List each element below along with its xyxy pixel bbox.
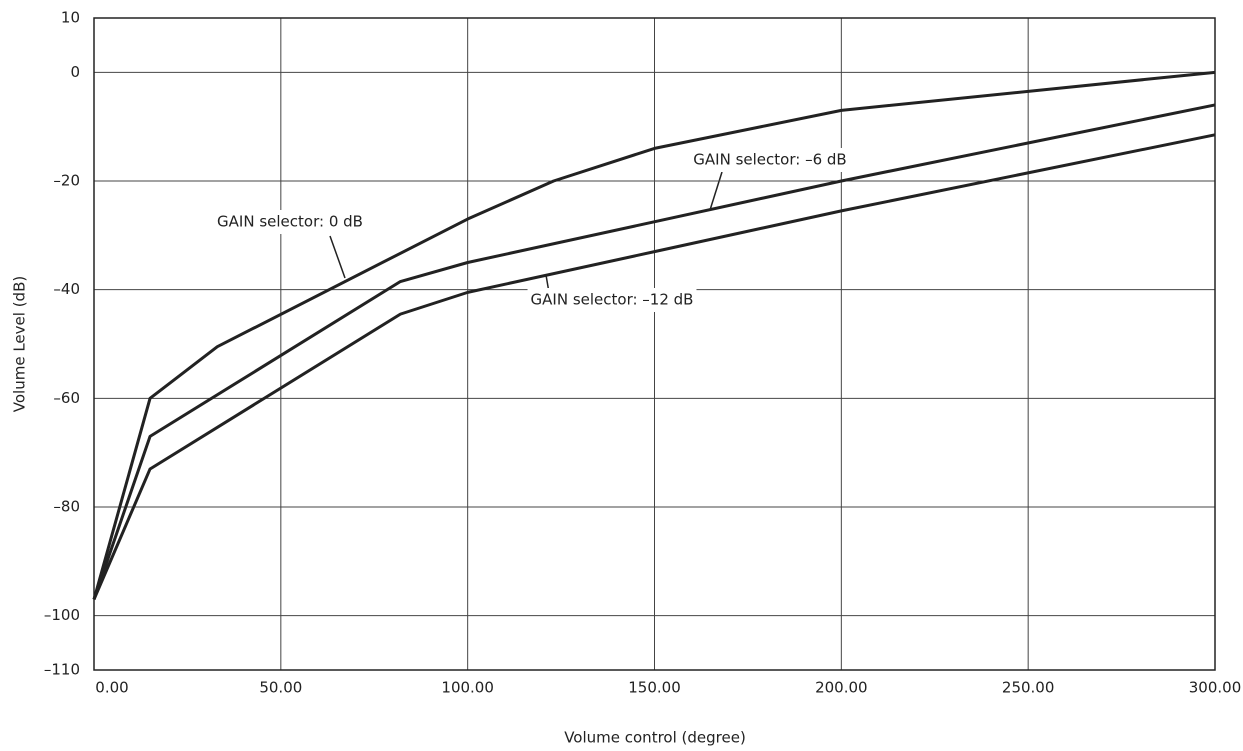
leader-line: [709, 171, 723, 211]
series-line: [92, 133, 1216, 600]
y-axis-label: Volume Level (dB): [11, 276, 29, 412]
series-label: GAIN selector: –12 dB: [531, 291, 694, 309]
x-tick-label: 200.00: [815, 679, 868, 697]
series-label: GAIN selector: –6 dB: [693, 151, 846, 169]
y-tick-label: 10: [61, 9, 80, 27]
y-tick-label: –110: [44, 661, 80, 679]
x-tick-label: 150.00: [628, 679, 681, 697]
y-tick-label: –20: [53, 172, 80, 190]
x-tick-label: 250.00: [1002, 679, 1055, 697]
plot-frame: [93, 17, 1216, 671]
x-tick-label: 100.00: [441, 679, 494, 697]
y-tick-label: 0: [70, 63, 80, 81]
leader-line: [329, 235, 346, 279]
label-background: [690, 148, 850, 172]
y-tick-label: –80: [53, 498, 80, 516]
label-background: [527, 288, 697, 312]
series-label: GAIN selector: 0 dB: [217, 213, 363, 231]
y-tick-label: –40: [53, 280, 80, 298]
x-tick-label: 50.00: [259, 679, 302, 697]
label-background: [214, 210, 366, 234]
x-axis-label: Volume control (degree): [564, 729, 746, 747]
y-tick-label: –100: [44, 606, 80, 624]
y-tick-label: –60: [53, 389, 80, 407]
x-tick-label: 0.00: [95, 679, 128, 697]
series-line: [92, 70, 1216, 600]
x-tick-label: 300.00: [1189, 679, 1242, 697]
series-line: [92, 103, 1216, 600]
